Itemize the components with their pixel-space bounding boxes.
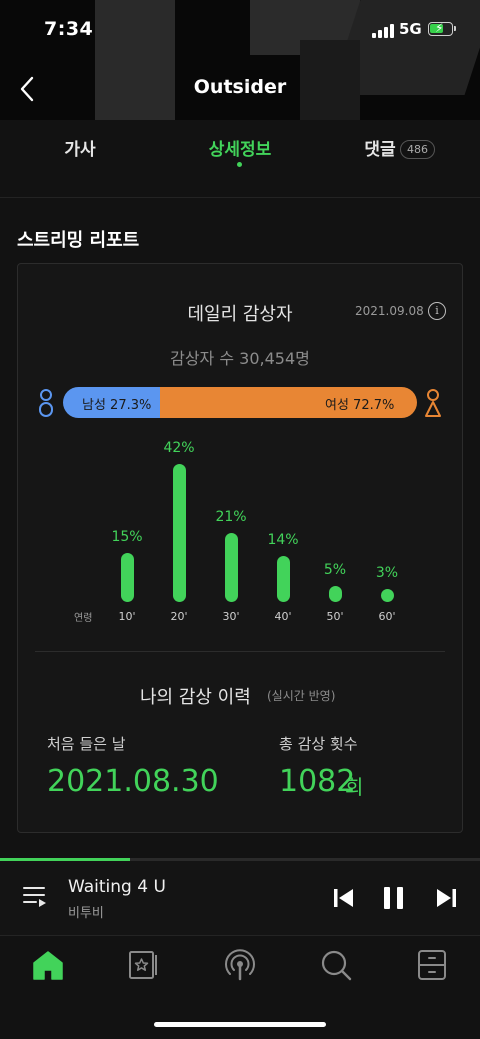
skip-previous-icon[interactable] [331,885,357,911]
network-type: 5G [399,20,422,38]
header-background-image [0,0,480,120]
female-person-icon [424,388,442,418]
playback-progress[interactable] [0,858,480,861]
skip-next-icon[interactable] [433,885,459,911]
age-bar-value-label: 5% [323,561,347,578]
age-tick-label: 10' [118,610,136,623]
home-indicator [154,1022,326,1027]
card-divider [35,651,445,652]
playback-progress-fill [0,858,130,861]
page-title: Outsider [193,76,287,98]
battery-icon: ⚡ [428,21,456,36]
streaming-report-card [17,263,463,833]
my-history-title: 나의 감상 이력 [140,687,251,708]
tab-details[interactable]: 상세정보 [208,140,272,160]
female-ratio-label: 여성 72.7% [325,398,395,413]
mini-player[interactable] [0,861,480,936]
male-segment [63,387,160,418]
song-title[interactable]: Waiting 4 U [68,877,166,897]
total-plays-label: 총 감상 횟수 [279,735,358,753]
bottom-navigation [0,936,480,1039]
playlist-icon[interactable] [22,884,50,910]
female-segment [159,387,417,418]
age-tick-label: 50' [326,610,344,623]
info-icon[interactable]: i [428,302,446,320]
tab-lyrics[interactable]: 가사 [64,140,96,160]
age-bar [120,552,134,602]
gender-ratio-bar [63,387,417,418]
listener-count: 감상자 수 30,454명 [170,349,310,368]
first-listen-label: 처음 들은 날 [47,735,126,753]
total-plays-unit: 회 [345,775,364,799]
active-tab-indicator [237,162,242,167]
age-tick-label: 30' [222,610,240,623]
age-bar [224,533,238,602]
report-date: 2021.09.08 [355,304,424,318]
comment-count-badge: 486 [400,140,435,159]
age-bar-value-label: 3% [375,565,399,581]
search-icon[interactable] [319,948,353,982]
signal-icon [372,24,394,38]
my-history-subtitle: (실시간 반영) [267,689,336,703]
daily-listeners-title: 데일리 감상자 [187,304,293,325]
storage-icon[interactable] [415,948,449,982]
tab-bar: 가사 상세정보 댓글 [0,120,480,198]
age-bar-value-label: 14% [267,532,299,548]
age-bar [172,464,186,602]
age-tick-label: 20' [170,610,188,623]
section-title: 스트리밍 리포트 [17,230,140,251]
tab-comments[interactable]: 댓글 [364,140,396,160]
male-ratio-label: 남성 27.3% [82,398,152,413]
age-bar-value-label: 15% [111,528,143,545]
age-distribution-chart: 15% 10' 42% 20' 21% 30' 14% 40' 5% 50' 3% 60' [60,440,430,630]
status-time: 7:34 [44,18,94,40]
podcast-icon[interactable] [223,948,257,982]
age-bar [380,589,394,602]
age-bar [328,585,342,602]
first-listen-date: 2021.08.30 [47,764,219,799]
age-bar [276,556,290,602]
total-plays-value: 1082 [279,764,356,799]
home-icon[interactable] [31,948,65,982]
male-person-icon [37,388,55,418]
age-axis-label: 연령 [74,613,93,624]
pause-icon[interactable] [381,884,407,910]
age-bar-value-label: 42% [163,440,195,456]
age-bar-value-label: 21% [215,509,247,525]
age-tick-label: 40' [274,610,292,623]
library-icon[interactable] [127,948,161,982]
back-icon[interactable] [16,74,40,104]
age-tick-label: 60' [378,610,396,623]
song-artist[interactable]: 비투비 [68,906,104,921]
